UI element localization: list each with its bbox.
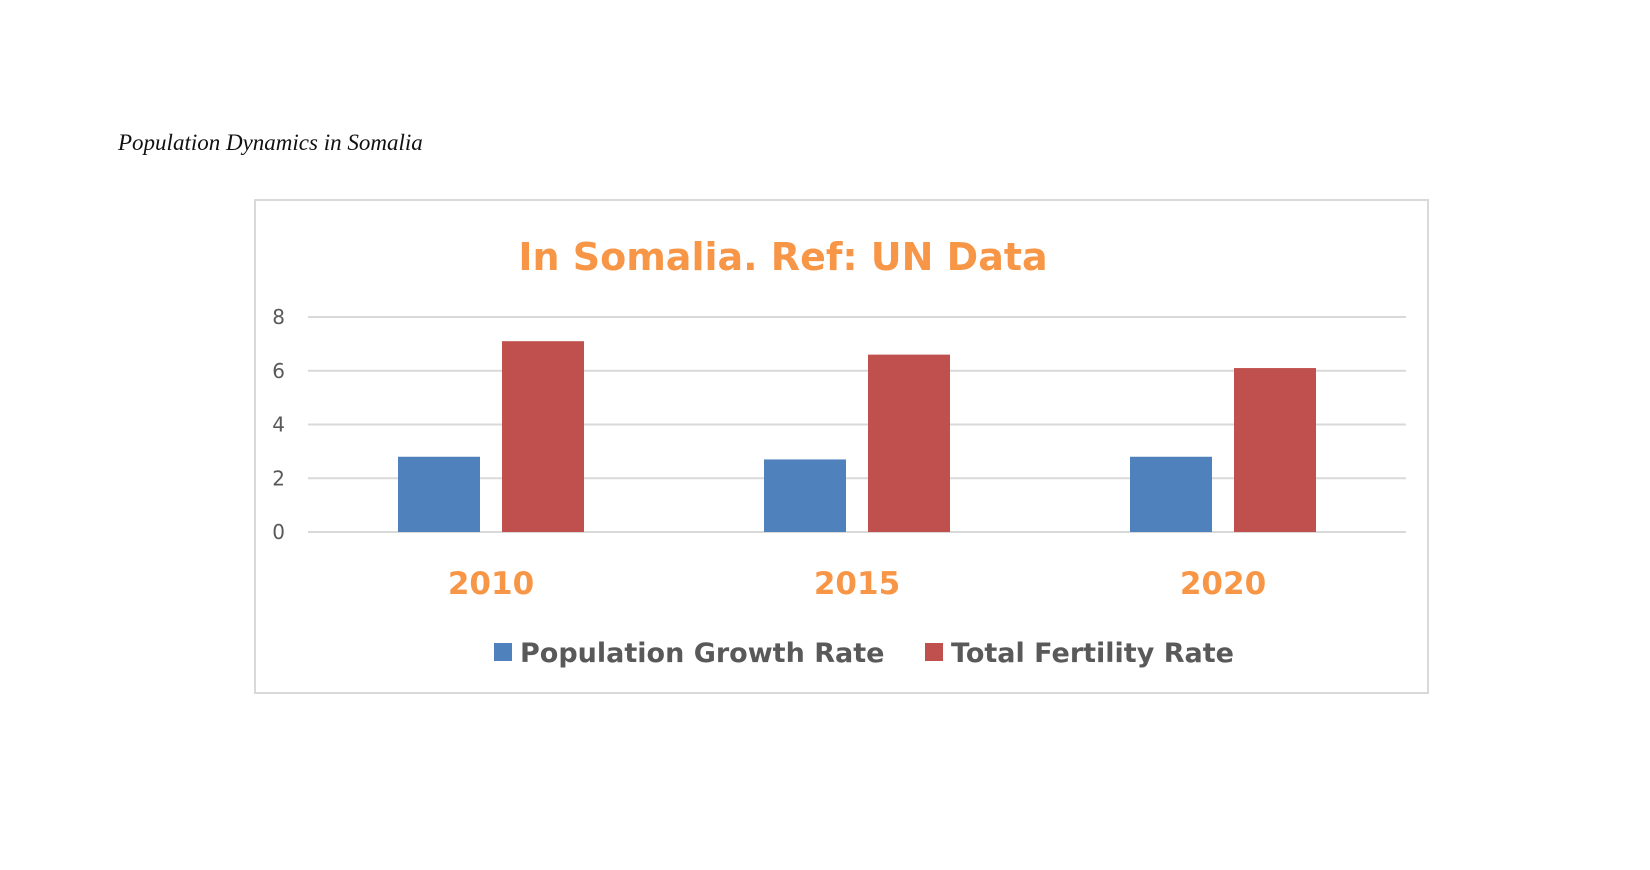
y-tick-label: 0 [272,520,285,544]
bar-population-growth-rate-2020 [1130,456,1212,532]
chart-border [254,199,1429,694]
y-axis-ticks: 0 2 4 6 8 [272,305,285,544]
bar-total-fertility-rate-2010 [502,341,584,532]
legend-swatch [494,643,512,661]
x-axis-ticks: 2010 2015 2020 [448,566,1266,602]
bar-total-fertility-rate-2020 [1234,368,1316,532]
bars [398,341,1316,532]
y-tick-label: 2 [272,466,285,490]
legend-label: Population Growth Rate [520,638,884,669]
x-tick-label: 2020 [1180,566,1266,602]
legend-label: Total Fertility Rate [951,638,1234,669]
chart-title: In Somalia. Ref: UN Data [518,235,1047,279]
bar-population-growth-rate-2015 [764,459,846,532]
figure-caption: Population Dynamics in Somalia [118,130,423,155]
gridlines [308,316,1406,533]
x-tick-label: 2015 [814,566,900,602]
y-tick-label: 8 [272,305,285,329]
bar-total-fertility-rate-2015 [868,354,950,532]
x-tick-label: 2010 [448,566,534,602]
legend-swatch [925,643,943,661]
y-tick-label: 4 [272,413,285,437]
legend: Population Growth Rate Total Fertility Ra… [494,638,1234,669]
bar-population-growth-rate-2010 [398,456,480,532]
y-tick-label: 6 [272,359,285,383]
